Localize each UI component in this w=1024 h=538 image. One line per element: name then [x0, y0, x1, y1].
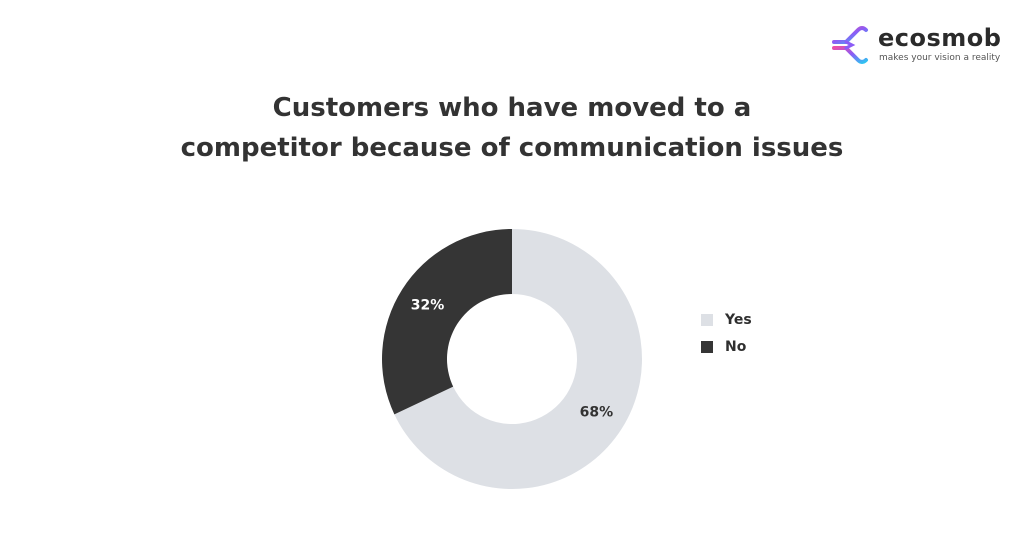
brand-tagline: makes your vision a reality — [879, 53, 1001, 63]
chart-title-line-2: competitor because of communication issu… — [180, 133, 844, 163]
chart-title-line-1: Customers who have moved to a — [272, 93, 752, 123]
slice-label-yes: 68% — [580, 405, 614, 421]
legend-swatch-no — [701, 341, 713, 353]
legend-label-no: No — [725, 339, 747, 355]
legend-label-yes: Yes — [724, 312, 752, 328]
slice-label-no: 32% — [411, 297, 445, 313]
slice-yes — [394, 229, 642, 489]
legend-swatch-yes — [701, 314, 713, 326]
brand-name: ecosmob — [878, 24, 1002, 52]
chart-title: Customers who have moved to a competitor… — [150, 88, 874, 168]
ecosmob-logo-icon — [832, 26, 868, 64]
brand-logo: ecosmob makes your vision a reality — [830, 22, 1010, 70]
slice-no — [382, 229, 512, 415]
